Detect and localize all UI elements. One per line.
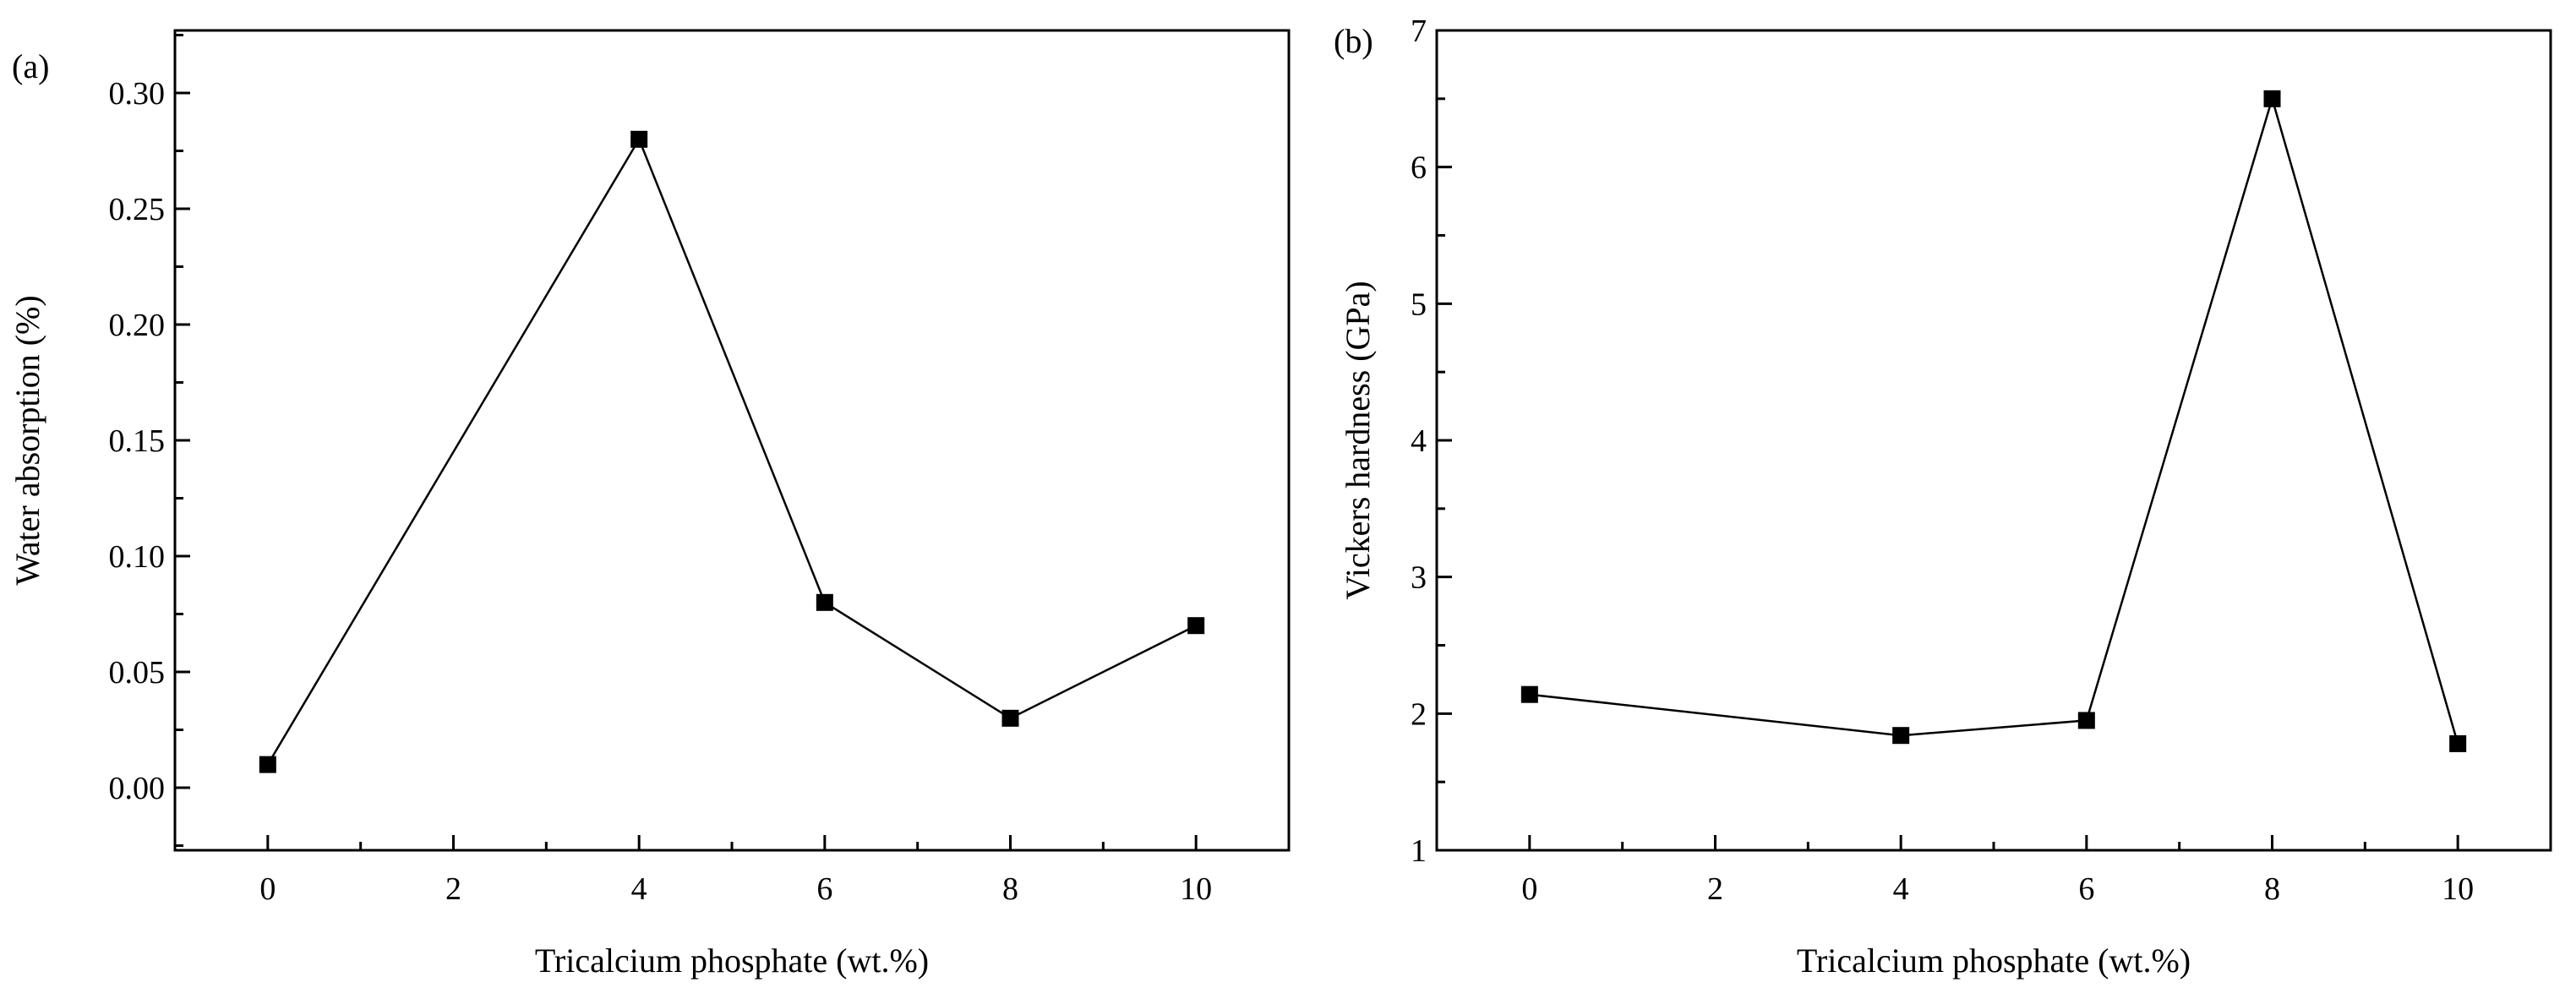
panel-b-y-tick-label: 7 <box>1411 14 1427 49</box>
panel-b-y-tick-label: 1 <box>1411 833 1427 869</box>
panel-b-y-tick-label: 3 <box>1411 560 1427 596</box>
panel-a-x-tick-label: 10 <box>1180 871 1212 907</box>
panel-a-x-tick-label: 6 <box>816 871 832 907</box>
panel-b-x-tick-label: 8 <box>2264 871 2280 907</box>
panel-b-data-point <box>2077 712 2095 729</box>
panel-a-y-tick-label: 0.30 <box>109 76 166 112</box>
panel-b-x-axis-title: Tricalcium phosphate (wt.%) <box>1797 942 2191 980</box>
panel-a-x-tick-label: 2 <box>445 871 461 907</box>
panel-b-y-axis-title: Vickers hardness (GPa) <box>1339 281 1377 599</box>
panel-b-data-point <box>1520 685 1538 703</box>
panel-a-series <box>259 130 1205 773</box>
panel-b-series-line <box>1529 95 2459 745</box>
panel-b-x-tick-label: 4 <box>1893 871 1909 907</box>
panel-b-x-tick-label: 2 <box>1707 871 1723 907</box>
panel-b-y-tick-label: 5 <box>1411 287 1427 322</box>
panel-b-series <box>1520 90 2467 752</box>
panel-b-data-point <box>2263 90 2281 107</box>
panel-a-x-ticks: 0 2 4 6 8 10 <box>259 835 1212 907</box>
panel-a-data-point <box>630 130 648 148</box>
panel-b-data-point <box>2449 734 2467 752</box>
panel-b-y-tick-label: 4 <box>1411 423 1427 459</box>
panel-b-x-ticks: 0 2 4 6 8 10 <box>1521 835 2474 907</box>
panel-a-plot-frame <box>173 29 1291 852</box>
panel-b-x-tick-label: 6 <box>2078 871 2094 907</box>
panel-b-y-ticks: 1 2 3 4 5 6 7 <box>1411 14 1452 869</box>
panel-a: (a) 0 2 4 6 8 10 0.00 0.05 0.10 0.15 0.20 0.25 0.30… <box>8 29 1291 980</box>
panel-a-y-tick-label: 0.15 <box>109 423 166 459</box>
panel-a-y-tick-label: 0.20 <box>109 308 166 343</box>
panel-b-label: (b) <box>1334 22 1373 60</box>
panel-a-y-tick-label: 0.10 <box>109 539 166 575</box>
panel-a-data-point <box>816 593 833 611</box>
panel-a-label: (a) <box>12 47 49 85</box>
panel-a-x-axis-title: Tricalcium phosphate (wt.%) <box>535 942 929 980</box>
panel-a-x-tick-label: 4 <box>631 871 647 907</box>
panel-a-data-point <box>1001 709 1019 727</box>
panel-a-x-tick-label: 0 <box>259 871 276 907</box>
panel-a-data-point <box>1187 617 1205 635</box>
panel-a-data-point <box>259 756 276 773</box>
panel-a-y-tick-label: 0.05 <box>109 655 166 691</box>
panel-b-data-point <box>1892 727 1910 745</box>
panel-b-y-tick-label: 6 <box>1411 150 1427 186</box>
panel-a-y-tick-label: 0.00 <box>109 771 166 806</box>
panel-a-x-tick-label: 8 <box>1002 871 1018 907</box>
panel-b-x-tick-label: 0 <box>1521 871 1537 907</box>
panel-b-x-tick-label: 10 <box>2442 871 2474 907</box>
panel-a-series-line <box>266 136 1197 766</box>
panel-a-y-axis-title: Water absorption (%) <box>8 295 46 585</box>
panel-a-y-ticks: 0.00 0.05 0.10 0.15 0.20 0.25 0.30 <box>109 33 190 848</box>
panel-b-y-tick-label: 2 <box>1411 696 1427 732</box>
panel-a-y-tick-label: 0.25 <box>109 192 166 227</box>
